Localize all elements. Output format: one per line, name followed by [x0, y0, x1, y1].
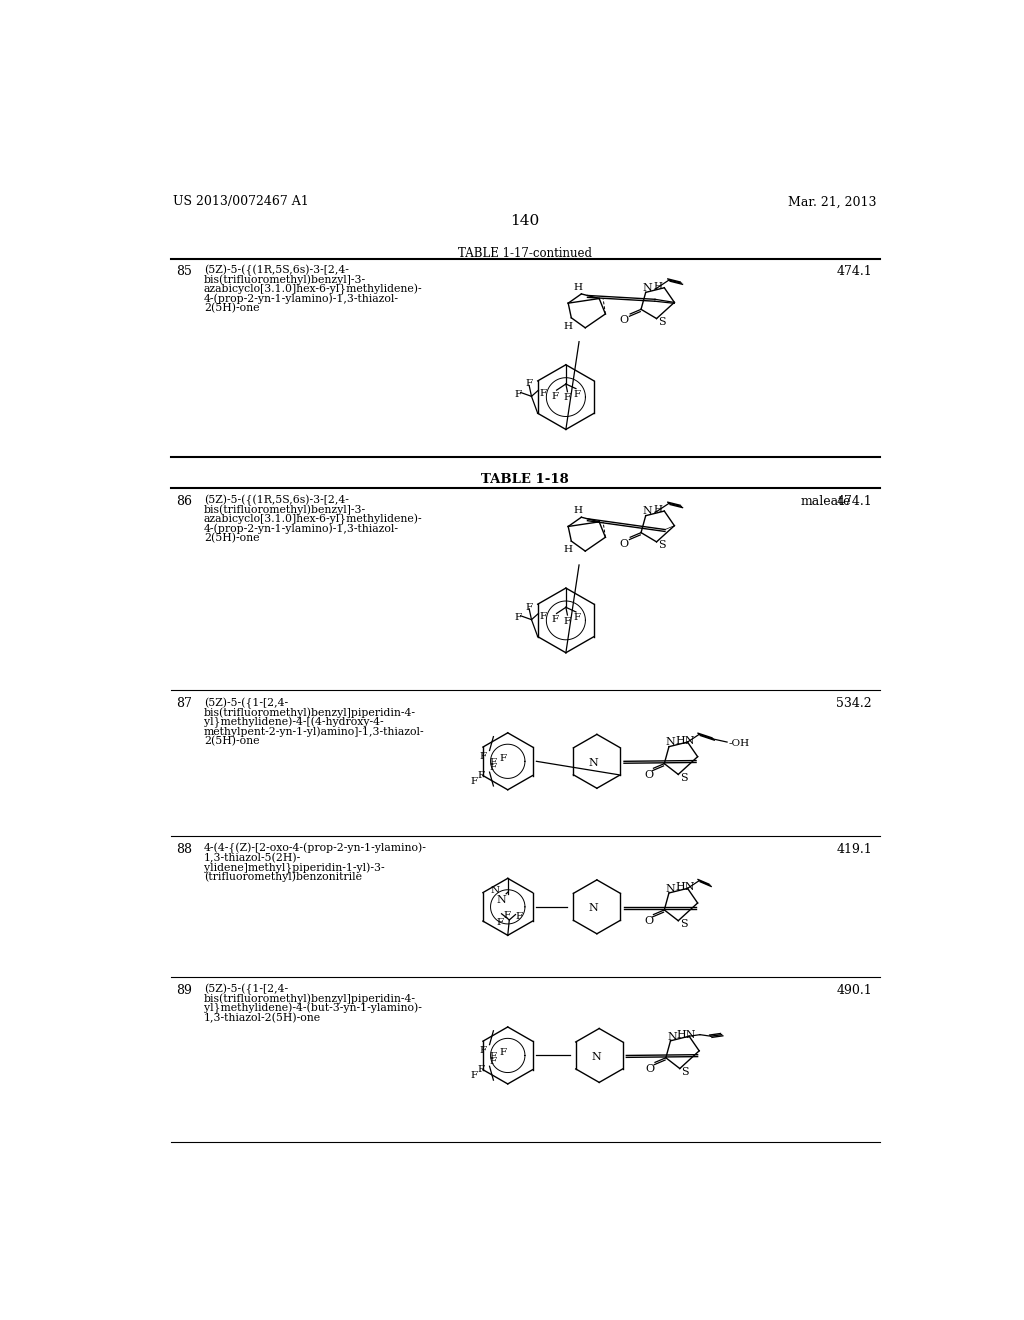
- Text: F: F: [489, 763, 497, 772]
- Text: methylpent-2-yn-1-yl)amino]-1,3-thiazol-: methylpent-2-yn-1-yl)amino]-1,3-thiazol-: [204, 726, 425, 737]
- Text: O: O: [644, 770, 653, 780]
- Text: F: F: [479, 1047, 486, 1055]
- Text: F: F: [489, 1057, 497, 1067]
- Text: H: H: [653, 281, 663, 290]
- Text: O: O: [644, 916, 653, 927]
- Text: S: S: [681, 1067, 689, 1077]
- Text: 474.1: 474.1: [837, 264, 872, 277]
- Text: S: S: [680, 774, 687, 783]
- Text: 4-(prop-2-yn-1-ylamino)-1,3-thiazol-: 4-(prop-2-yn-1-ylamino)-1,3-thiazol-: [204, 293, 399, 304]
- Text: O: O: [646, 1064, 654, 1074]
- Text: 140: 140: [510, 214, 540, 228]
- Text: F: F: [470, 1071, 477, 1080]
- Text: 4-(4-{(Z)-[2-oxo-4-(prop-2-yn-1-ylamino)-: 4-(4-{(Z)-[2-oxo-4-(prop-2-yn-1-ylamino)…: [204, 843, 427, 854]
- Text: F: F: [496, 919, 503, 928]
- Text: 2(5H)-one: 2(5H)-one: [204, 304, 259, 313]
- Text: HN: HN: [675, 737, 694, 746]
- Text: F: F: [504, 911, 511, 920]
- Text: 534.2: 534.2: [837, 697, 872, 710]
- Text: F: F: [489, 1052, 497, 1061]
- Text: 1,3-thiazol-5(2H)-: 1,3-thiazol-5(2H)-: [204, 853, 301, 863]
- Text: H: H: [563, 545, 572, 554]
- Text: F: F: [489, 758, 497, 767]
- Text: F: F: [525, 603, 532, 611]
- Text: bis(trifluoromethyl)benzyl]piperidin-4-: bis(trifluoromethyl)benzyl]piperidin-4-: [204, 708, 416, 718]
- Text: N: N: [497, 895, 507, 906]
- Text: F: F: [514, 614, 521, 623]
- Text: F: F: [470, 776, 477, 785]
- Text: 89: 89: [176, 983, 191, 997]
- Text: HN: HN: [677, 1030, 696, 1040]
- Text: HN: HN: [675, 882, 694, 892]
- Text: F: F: [478, 1065, 485, 1073]
- Text: F: F: [552, 392, 559, 401]
- Text: F: F: [514, 391, 521, 399]
- Text: azabicyclo[3.1.0]hex-6-yl}methylidene)-: azabicyclo[3.1.0]hex-6-yl}methylidene)-: [204, 515, 423, 525]
- Text: 474.1: 474.1: [837, 495, 872, 508]
- Text: F: F: [478, 771, 485, 780]
- Text: N: N: [668, 1032, 677, 1041]
- Text: (5Z)-5-({1-[2,4-: (5Z)-5-({1-[2,4-: [204, 983, 288, 995]
- Text: S: S: [658, 540, 666, 550]
- Text: maleate: maleate: [801, 495, 851, 508]
- Text: (5Z)-5-({1-[2,4-: (5Z)-5-({1-[2,4-: [204, 697, 288, 709]
- Text: TABLE 1-17-continued: TABLE 1-17-continued: [458, 247, 592, 260]
- Text: S: S: [680, 919, 687, 929]
- Text: 88: 88: [176, 843, 193, 855]
- Text: O: O: [620, 315, 629, 326]
- Text: 87: 87: [176, 697, 191, 710]
- Text: Mar. 21, 2013: Mar. 21, 2013: [788, 195, 877, 209]
- Text: TABLE 1-18: TABLE 1-18: [481, 473, 568, 486]
- Text: ylidene]methyl}piperidin-1-yl)-3-: ylidene]methyl}piperidin-1-yl)-3-: [204, 862, 385, 874]
- Text: yl}methylidene)-4-[(4-hydroxy-4-: yl}methylidene)-4-[(4-hydroxy-4-: [204, 717, 384, 729]
- Text: bis(trifluoromethyl)benzyl]piperidin-4-: bis(trifluoromethyl)benzyl]piperidin-4-: [204, 994, 416, 1005]
- Text: F: F: [563, 393, 570, 403]
- Text: F: F: [552, 615, 559, 624]
- Text: 2(5H)-one: 2(5H)-one: [204, 737, 259, 746]
- Text: 4-(prop-2-yn-1-ylamino)-1,3-thiazol-: 4-(prop-2-yn-1-ylamino)-1,3-thiazol-: [204, 524, 399, 535]
- Text: (5Z)-5-({(1R,5S,6s)-3-[2,4-: (5Z)-5-({(1R,5S,6s)-3-[2,4-: [204, 495, 349, 507]
- Text: O: O: [620, 539, 629, 549]
- Text: N: N: [643, 284, 652, 293]
- Text: F: F: [500, 1048, 507, 1057]
- Text: N: N: [643, 507, 652, 516]
- Text: N: N: [666, 738, 676, 747]
- Text: F: F: [573, 391, 581, 399]
- Text: F: F: [479, 752, 486, 762]
- Text: bis(trifluoromethyl)benzyl]-3-: bis(trifluoromethyl)benzyl]-3-: [204, 504, 366, 515]
- Text: 86: 86: [176, 495, 193, 508]
- Text: F: F: [500, 754, 507, 763]
- Text: F: F: [525, 379, 532, 388]
- Text: 1,3-thiazol-2(5H)-one: 1,3-thiazol-2(5H)-one: [204, 1012, 322, 1023]
- Text: US 2013/0072467 A1: US 2013/0072467 A1: [173, 195, 308, 209]
- Text: N: N: [589, 758, 599, 768]
- Text: S: S: [658, 317, 666, 327]
- Text: H: H: [573, 284, 582, 292]
- Text: F: F: [540, 388, 547, 397]
- Text: F: F: [515, 912, 522, 921]
- Text: 419.1: 419.1: [837, 843, 872, 855]
- Text: H: H: [573, 507, 582, 515]
- Text: yl}methylidene)-4-(but-3-yn-1-ylamino)-: yl}methylidene)-4-(but-3-yn-1-ylamino)-: [204, 1003, 422, 1015]
- Text: bis(trifluoromethyl)benzyl]-3-: bis(trifluoromethyl)benzyl]-3-: [204, 275, 366, 285]
- Text: (trifluoromethyl)benzonitrile: (trifluoromethyl)benzonitrile: [204, 871, 361, 882]
- Text: N: N: [666, 884, 676, 894]
- Text: N: N: [589, 903, 599, 913]
- Text: -OH: -OH: [729, 739, 750, 748]
- Text: azabicyclo[3.1.0]hex-6-yl}methylidene)-: azabicyclo[3.1.0]hex-6-yl}methylidene)-: [204, 284, 423, 296]
- Text: 85: 85: [176, 264, 191, 277]
- Text: N: N: [490, 886, 500, 895]
- Text: 2(5H)-one: 2(5H)-one: [204, 533, 259, 544]
- Text: F: F: [563, 616, 570, 626]
- Text: F: F: [540, 612, 547, 620]
- Text: F: F: [573, 614, 581, 623]
- Text: H: H: [563, 322, 572, 330]
- Text: 490.1: 490.1: [837, 983, 872, 997]
- Text: H: H: [653, 506, 663, 513]
- Text: N: N: [591, 1052, 601, 1063]
- Text: (5Z)-5-({(1R,5S,6s)-3-[2,4-: (5Z)-5-({(1R,5S,6s)-3-[2,4-: [204, 264, 349, 276]
